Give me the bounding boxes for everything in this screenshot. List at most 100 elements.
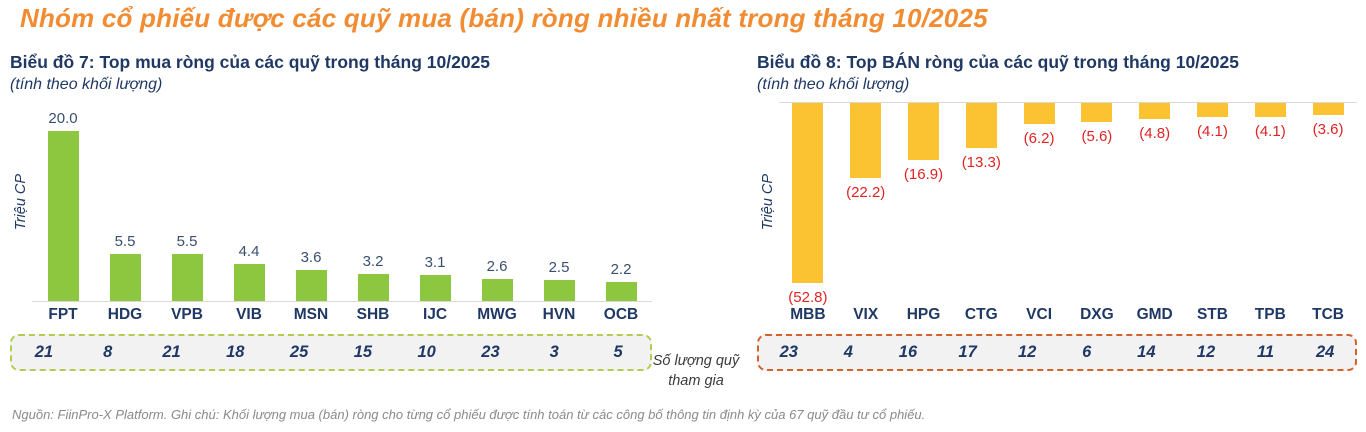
buy-bar-plot: 20.0 5.5 5.5 4.4 3.6 3.2 3.1 2.6 2.5 2.2 xyxy=(32,102,652,302)
bar-value-label: 2.6 xyxy=(486,258,508,275)
bar-rect xyxy=(47,131,79,301)
bar-VIB: 4.4 xyxy=(218,243,280,301)
bar-TPB: (4.1) xyxy=(1241,103,1299,140)
bar-rect xyxy=(907,103,939,160)
bar-rect xyxy=(1196,103,1228,117)
buy-y-axis: Triệu CP xyxy=(10,102,32,302)
bar-rect xyxy=(792,103,824,283)
buy-chart-title: Biểu đồ 7: Top mua ròng của các quỹ tron… xyxy=(10,52,491,72)
bar-rect xyxy=(233,264,265,301)
bar-HPG: (16.9) xyxy=(895,103,953,183)
fund-count-GMD: 14 xyxy=(1137,343,1156,361)
bar-value-label: (4.8) xyxy=(1139,125,1171,142)
bar-value-label: (4.1) xyxy=(1197,123,1228,140)
bar-value-label: 5.5 xyxy=(114,233,136,250)
bar-MBB: (52.8) xyxy=(779,103,837,306)
sell-y-axis-label: Triệu CP xyxy=(760,173,776,231)
bar-TCB: (3.6) xyxy=(1299,103,1357,138)
x-tick-TPB: TPB xyxy=(1254,306,1286,323)
fund-count-MBB: 23 xyxy=(779,343,798,361)
x-tick-FPT: FPT xyxy=(48,306,78,323)
x-tick-VIB: VIB xyxy=(236,306,262,323)
x-tick-DXG: DXG xyxy=(1080,306,1114,323)
bar-rect xyxy=(357,274,389,301)
bar-VPB: 5.5 xyxy=(156,233,218,301)
x-tick-VCI: VCI xyxy=(1026,306,1052,323)
buy-y-axis-label: Triệu CP xyxy=(13,173,29,231)
bar-STB: (4.1) xyxy=(1184,103,1242,140)
bar-value-label: 3.6 xyxy=(300,249,322,266)
fund-count-DXG: 6 xyxy=(1082,343,1092,361)
sell-chart-subtitle: (tính theo khối lượng) xyxy=(757,76,910,93)
bar-HDG: 5.5 xyxy=(94,233,156,301)
bar-rect xyxy=(109,254,141,301)
bar-value-label: (16.9) xyxy=(903,166,944,183)
fund-count-HPG: 16 xyxy=(898,343,918,361)
x-tick-GMD: GMD xyxy=(1136,306,1173,323)
fund-count-IJC: 10 xyxy=(417,343,436,361)
fund-count-HVN: 3 xyxy=(549,343,559,361)
sell-chart-plot-row: Triệu CP (52.8) (22.2) (16.9) (13.3) (6.2) (5… xyxy=(757,102,1357,306)
x-tick-HPG: HPG xyxy=(906,306,941,323)
bar-value-label: 3.1 xyxy=(424,254,446,271)
bar-value-label: 2.2 xyxy=(610,261,632,278)
bar-OCB: 2.2 xyxy=(590,261,652,301)
x-tick-HVN: HVN xyxy=(542,306,576,323)
bar-value-label: 20.0 xyxy=(48,110,78,127)
bar-value-label: (22.2) xyxy=(846,184,886,201)
buy-fund-count-box: 21 8 21 18 25 15 10 23 3 5 xyxy=(10,334,652,371)
buy-chart-plot-row: Triệu CP 20.0 5.5 5.5 4.4 3.6 3.2 3.1 2.6 2.5 2.2 xyxy=(10,102,652,302)
sell-y-axis: Triệu CP xyxy=(757,102,779,302)
fund-count-MWG: 23 xyxy=(481,343,500,361)
x-tick-CTG: CTG xyxy=(964,306,998,323)
fund-count-OCB: 5 xyxy=(613,343,623,361)
bar-rect xyxy=(543,280,575,301)
bar-value-label: 5.5 xyxy=(176,233,198,250)
page-title: Nhóm cổ phiếu được các quỹ mua (bán) ròn… xyxy=(20,3,988,33)
bar-value-label: 3.2 xyxy=(362,253,384,270)
fund-count-TCB: 24 xyxy=(1315,343,1335,361)
buy-x-axis-ticks: FPT HDG VPB VIB MSN SHB IJC MWG HVN OCB xyxy=(32,306,652,324)
x-tick-HDG: HDG xyxy=(107,306,143,323)
x-tick-TCB: TCB xyxy=(1312,306,1344,323)
sell-chart-section: Biểu đồ 8: Top BÁN ròng của các quỹ tron… xyxy=(757,52,1357,371)
bar-rect xyxy=(1254,103,1286,117)
fund-count-TPB: 11 xyxy=(1256,343,1275,361)
bar-value-label: (52.8) xyxy=(788,289,828,306)
bar-rect xyxy=(1312,103,1344,115)
funds-count-label: Số lượng quỹ tham gia xyxy=(652,353,740,389)
bar-CTG: (13.3) xyxy=(952,103,1010,171)
bar-GMD: (4.8) xyxy=(1126,103,1184,142)
bar-value-label: (5.6) xyxy=(1081,128,1113,145)
bar-rect xyxy=(295,270,327,301)
bar-HVN: 2.5 xyxy=(528,259,590,301)
x-tick-OCB: OCB xyxy=(603,306,639,323)
x-tick-MWG: MWG xyxy=(477,306,517,323)
bar-rect xyxy=(1139,103,1171,119)
bar-rect xyxy=(481,279,513,301)
bar-FPT: 20.0 xyxy=(32,110,94,301)
bar-rect xyxy=(419,275,451,301)
bar-rect xyxy=(605,282,637,301)
buy-chart-section: Biểu đồ 7: Top mua ròng của các quỹ tron… xyxy=(10,52,652,371)
sell-chart-title: Biểu đồ 8: Top BÁN ròng của các quỹ tron… xyxy=(757,52,1239,72)
bar-MSN: 3.6 xyxy=(280,249,342,301)
bar-rect xyxy=(1023,103,1055,124)
bar-rect xyxy=(965,103,997,148)
fund-count-VIB: 18 xyxy=(226,343,245,361)
bar-value-label: 2.5 xyxy=(548,259,570,276)
bar-DXG: (5.6) xyxy=(1068,103,1126,145)
source-note: Nguồn: FiinPro-X Platform. Ghi chú: Khối… xyxy=(12,407,926,422)
bar-rect xyxy=(171,254,203,301)
fund-count-VPB: 21 xyxy=(162,343,181,361)
bar-VIX: (22.2) xyxy=(837,103,895,201)
x-tick-STB: STB xyxy=(1196,306,1228,323)
fund-count-STB: 12 xyxy=(1196,343,1216,361)
fund-count-VIX: 4 xyxy=(843,343,853,361)
bar-SHB: 3.2 xyxy=(342,253,404,301)
buy-chart-subtitle: (tính theo khối lượng) xyxy=(10,76,163,93)
bar-value-label: (6.2) xyxy=(1023,130,1055,147)
fund-count-MSN: 25 xyxy=(289,343,309,361)
bar-rect xyxy=(1081,103,1113,122)
fund-count-CTG: 17 xyxy=(958,343,977,361)
